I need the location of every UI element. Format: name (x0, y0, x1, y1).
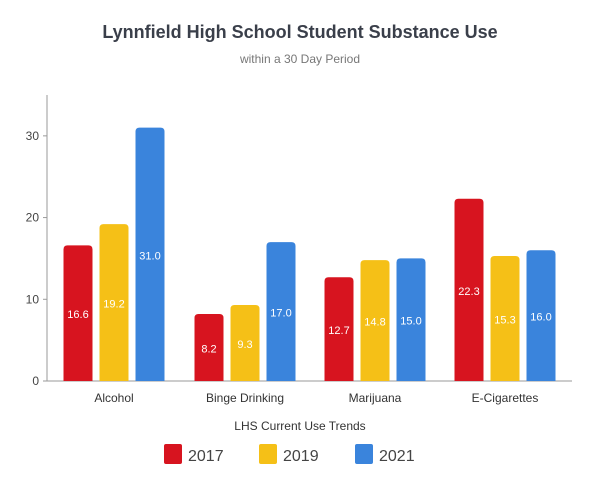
bar (396, 258, 426, 381)
bar (230, 305, 260, 381)
data-label: 8.2 (201, 343, 216, 355)
bar (194, 313, 224, 381)
bar (324, 277, 354, 381)
y-tick-label: 20 (26, 211, 40, 225)
y-tick-label: 10 (26, 292, 40, 306)
x-tick-label: Alcohol (94, 391, 133, 405)
bar (63, 245, 93, 381)
x-axis-title: LHS Current Use Trends (234, 419, 365, 433)
legend-swatch (164, 444, 182, 464)
bar (454, 198, 484, 381)
chart-subtitle: within a 30 Day Period (239, 52, 361, 66)
data-label: 16.0 (530, 312, 551, 324)
data-label: 17.0 (270, 308, 291, 320)
data-label: 12.7 (328, 325, 349, 337)
legend-label: 2019 (283, 448, 319, 465)
legend-label: 2017 (188, 448, 224, 465)
bar (526, 250, 556, 381)
bar (490, 255, 520, 381)
chart-title: Lynnfield High School Student Substance … (102, 22, 498, 42)
data-label: 16.6 (67, 309, 88, 321)
data-label: 15.3 (494, 314, 515, 326)
legend-label: 2021 (379, 448, 415, 465)
x-tick-label: Marijuana (349, 391, 402, 405)
bar (266, 242, 296, 381)
data-label: 22.3 (458, 286, 479, 298)
x-tick-label: Binge Drinking (206, 391, 284, 405)
data-label: 19.2 (103, 299, 124, 311)
data-label: 9.3 (237, 339, 252, 351)
data-label: 31.0 (139, 250, 160, 262)
y-tick-label: 30 (26, 129, 40, 143)
legend-swatch (355, 444, 373, 464)
bar (360, 260, 390, 381)
data-label: 14.8 (364, 317, 385, 329)
y-tick-label: 0 (32, 374, 39, 388)
bar (99, 224, 129, 381)
bar (135, 127, 165, 381)
data-label: 15.0 (400, 316, 421, 328)
legend-swatch (259, 444, 277, 464)
x-tick-label: E-Cigarettes (472, 391, 539, 405)
